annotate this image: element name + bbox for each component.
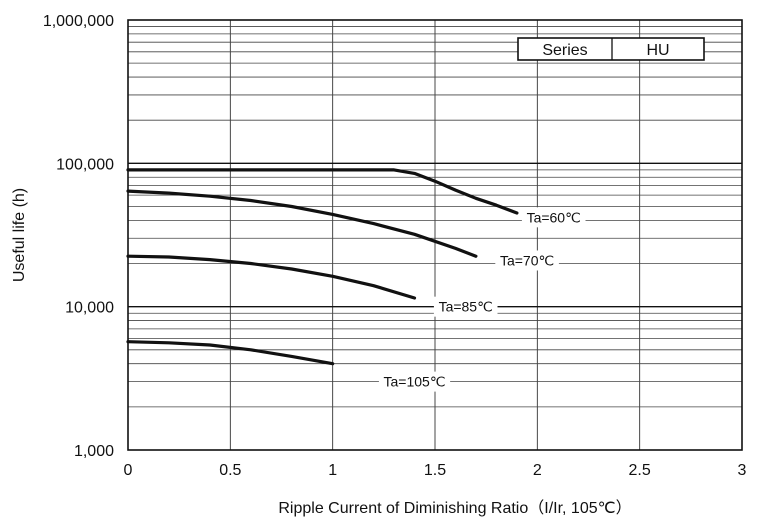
series-curve-4 bbox=[126, 340, 335, 366]
legend-box bbox=[517, 37, 705, 61]
y-tick-label: 1,000 bbox=[74, 443, 114, 460]
x-tick-label: 1.5 bbox=[424, 462, 446, 479]
y-tick-label: 10,000 bbox=[65, 300, 114, 317]
series-curves bbox=[126, 168, 519, 366]
series-label-bg bbox=[495, 250, 559, 271]
series-label-1: Ta=60℃ bbox=[527, 209, 581, 225]
series-label-bg bbox=[433, 296, 498, 317]
x-tick-label: 3 bbox=[738, 462, 747, 479]
series-curve-2 bbox=[126, 189, 478, 258]
y-axis-title: Useful life (h) bbox=[11, 188, 28, 282]
series-label-2: Ta=70℃ bbox=[500, 252, 554, 268]
series-label-bg bbox=[521, 207, 586, 228]
series-labels: Ta=60℃ Ta=70℃ Ta=85℃ Ta=105℃ bbox=[378, 207, 586, 392]
y-tick-label: 100,000 bbox=[56, 156, 114, 173]
series-label-3: Ta=85℃ bbox=[439, 299, 493, 315]
y-tick-label: 1,000,000 bbox=[43, 13, 114, 30]
x-tick-label: 2 bbox=[533, 462, 542, 479]
series-curve-1 bbox=[126, 168, 519, 215]
legend: Series HU bbox=[517, 37, 705, 61]
series-label-bg bbox=[378, 371, 451, 392]
x-tick-label: 2.5 bbox=[629, 462, 651, 479]
series-label-4: Ta=105℃ bbox=[384, 374, 446, 390]
x-tick-label: 0.5 bbox=[219, 462, 241, 479]
legend-value: HU bbox=[646, 42, 669, 59]
series-curve-3 bbox=[126, 254, 417, 300]
x-tick-label: 0 bbox=[124, 462, 133, 479]
plot-frame bbox=[127, 19, 743, 451]
x-tick-label: 1 bbox=[328, 462, 337, 479]
legend-key: Series bbox=[542, 42, 587, 59]
x-tick-labels: 0 0.5 1 1.5 2 2.5 3 bbox=[124, 462, 747, 479]
x-axis-title: Ripple Current of Diminishing Ratio（I/Ir… bbox=[278, 499, 631, 517]
y-tick-labels: 1,000 10,000 100,000 1,000,000 bbox=[43, 13, 114, 460]
